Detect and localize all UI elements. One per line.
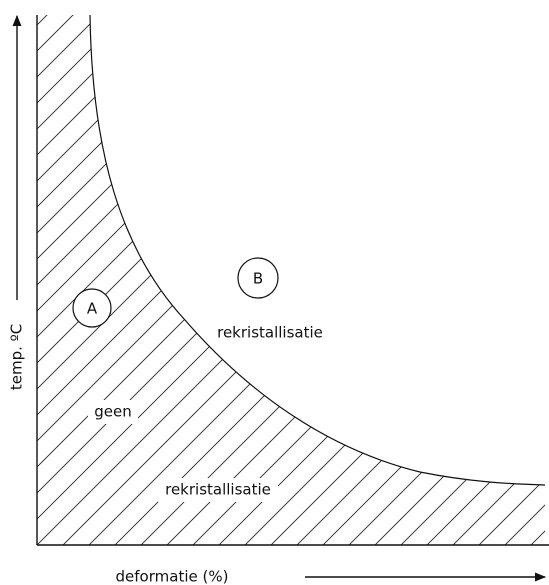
x-axis-label: deformatie (%)	[116, 568, 229, 585]
label-bg	[158, 478, 278, 502]
hatched-region	[37, 15, 545, 545]
boundary-curve	[89, 14, 546, 486]
label-bg	[88, 400, 138, 424]
y-axis-label: temp. ºC	[8, 324, 26, 390]
marker-circle	[237, 257, 279, 299]
marker-label: A	[87, 300, 98, 318]
marker-circle	[72, 288, 112, 328]
region-label: rekristallisatie	[217, 324, 323, 342]
region-label: geen	[94, 403, 132, 421]
marker-label: B	[253, 270, 263, 288]
region-label: rekristallisatie	[165, 481, 271, 499]
